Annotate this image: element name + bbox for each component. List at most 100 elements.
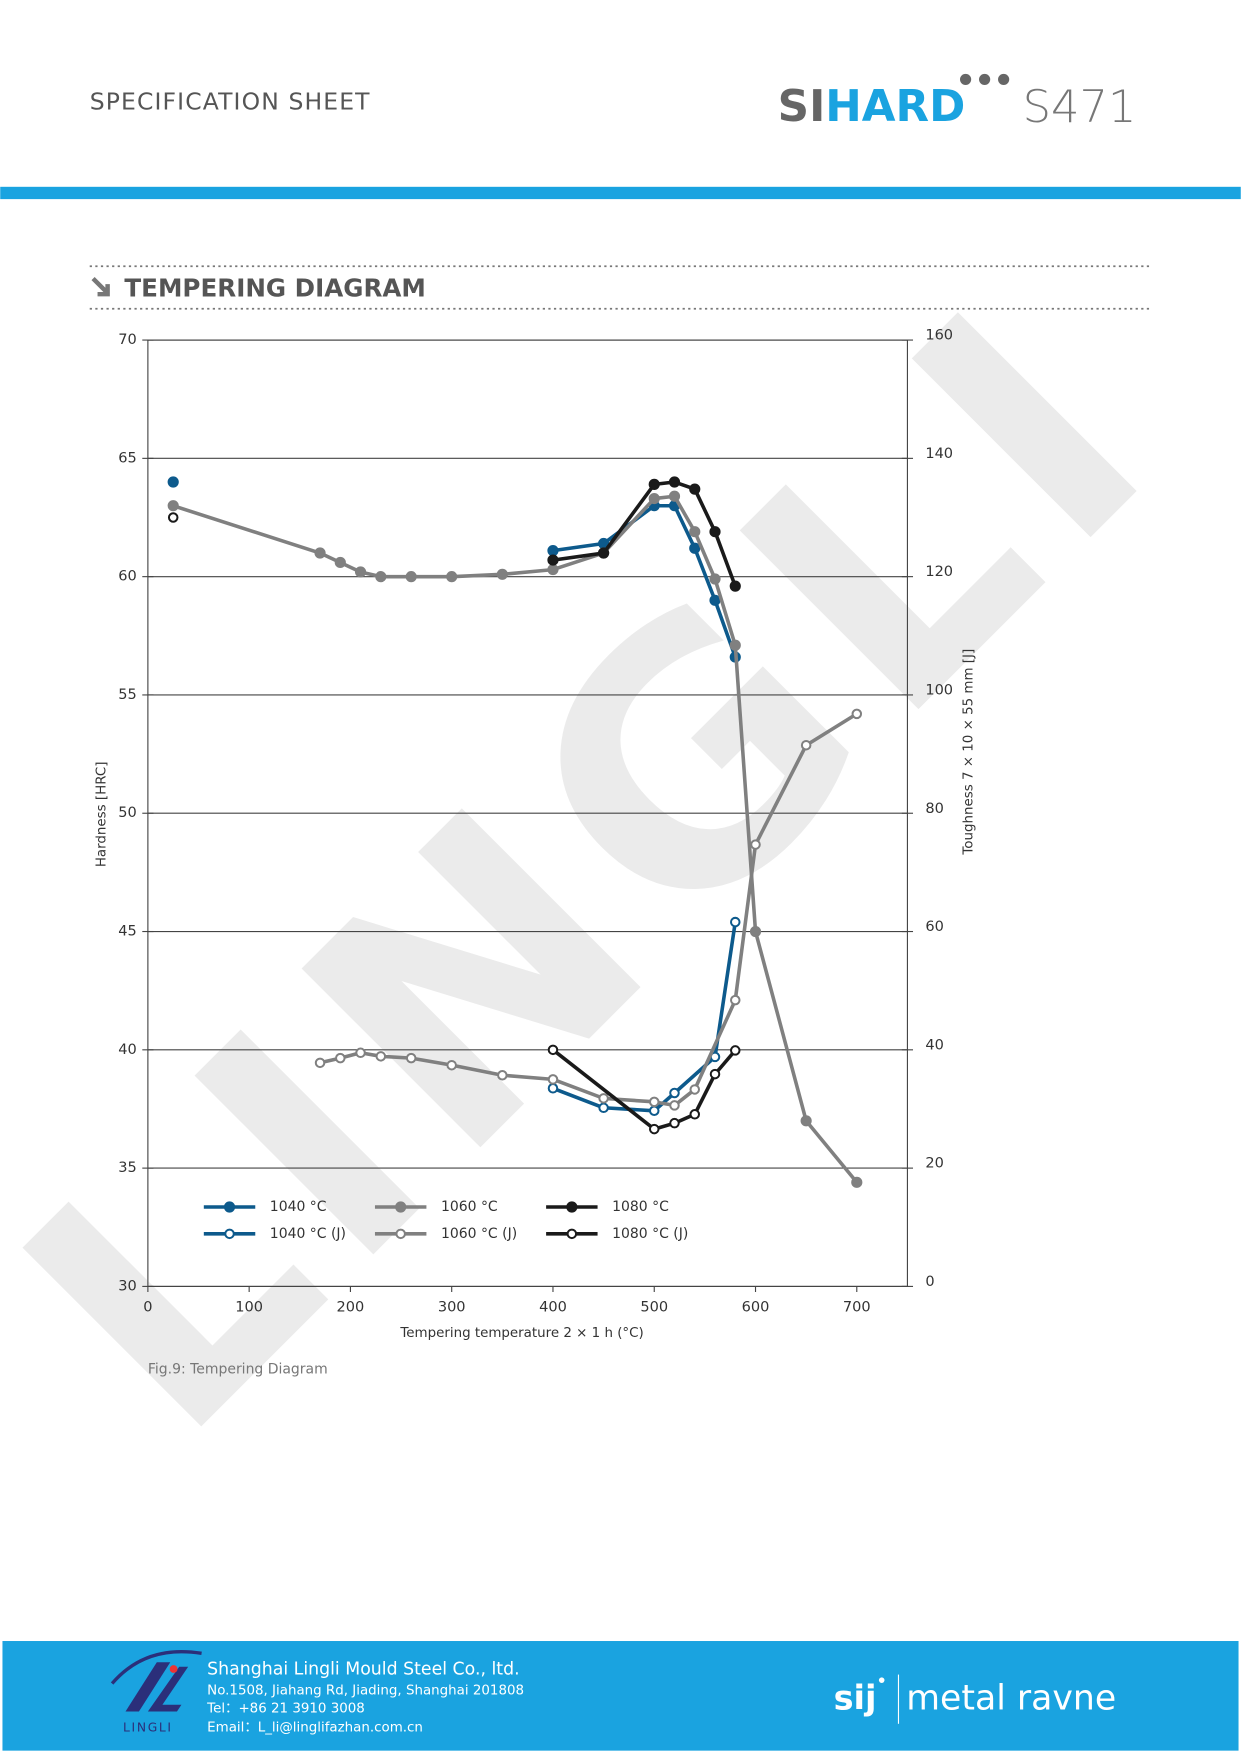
logo-si: SI (778, 82, 826, 132)
footer-logo (110, 1649, 202, 1712)
point (375, 571, 387, 583)
point (547, 563, 559, 576)
point (648, 478, 660, 490)
point (375, 1051, 387, 1062)
point (689, 526, 701, 538)
brand-name: metal ravne (906, 1678, 1116, 1718)
point (669, 1087, 680, 1099)
x-tick-label: 0 (143, 1300, 152, 1316)
point (167, 512, 179, 523)
point (669, 1100, 680, 1111)
plot-frame (147, 339, 908, 1287)
point (750, 839, 761, 850)
point (334, 556, 346, 569)
x-tick-label: 100 (235, 1300, 263, 1316)
point (668, 490, 681, 502)
point (335, 1052, 346, 1064)
legend-label: 1040 °C (270, 1199, 327, 1215)
company-name: Shanghai Lingli Mould Steel Co., ltd. (207, 1660, 519, 1680)
point (689, 1109, 701, 1120)
y2-tick-label: 140 (925, 446, 953, 462)
y-tick-label: 55 (118, 687, 137, 703)
logo-dots (960, 73, 1010, 86)
point (800, 739, 812, 751)
point (598, 547, 610, 559)
point (446, 571, 458, 583)
point (689, 1084, 701, 1095)
point (668, 476, 681, 488)
y-tick-label: 60 (118, 569, 137, 585)
point (709, 573, 721, 585)
point (730, 916, 741, 928)
point (730, 1045, 741, 1056)
y-tick-label: 70 (118, 332, 137, 348)
point (496, 568, 508, 580)
y-tick-label: 45 (118, 924, 137, 940)
footer-bar (2, 1641, 1239, 1751)
y2-tick-label: 0 (925, 1274, 934, 1290)
legend-marker (223, 1201, 236, 1213)
header-bar (0, 186, 1241, 200)
legend-label: 1060 °C (441, 1199, 498, 1215)
point (547, 1074, 559, 1085)
point (167, 476, 179, 488)
y2-tick-label: 20 (925, 1156, 944, 1172)
grade: S471 (1023, 80, 1137, 133)
point (730, 994, 741, 1006)
legend-label: 1080 °C (612, 1199, 669, 1215)
point (497, 1070, 508, 1081)
point (648, 492, 660, 505)
legend-marker (395, 1201, 407, 1213)
y2-tick-label: 40 (925, 1037, 944, 1053)
company-email: Email：L_li@linglifazhan.com.cn (207, 1721, 423, 1736)
point (648, 1123, 660, 1135)
chart: 3035404550556065700204060801001201401600… (94, 328, 976, 1341)
point (729, 580, 741, 592)
caption: Fig.9: Tempering Diagram (148, 1362, 328, 1378)
legend-marker (395, 1228, 406, 1240)
logo-hard: HARD (825, 82, 965, 132)
section-title: TEMPERING DIAGRAM (124, 273, 426, 302)
x-tick-label: 400 (539, 1300, 567, 1316)
point (851, 1176, 863, 1188)
series-line (319, 712, 858, 1108)
x-tick-label: 700 (843, 1300, 871, 1316)
x-axis-title: Tempering temperature 2 × 1 h (°C) (399, 1326, 643, 1341)
x-tick-label: 300 (438, 1300, 466, 1316)
point (669, 1117, 680, 1129)
point (749, 925, 762, 938)
point (648, 1105, 660, 1117)
x-tick-label: 600 (742, 1300, 770, 1316)
legend-marker (566, 1228, 578, 1240)
brand-dot (878, 1677, 885, 1683)
point (405, 1052, 417, 1064)
y2-tick-label: 100 (925, 682, 953, 698)
y-tick-label: 65 (118, 450, 137, 466)
point (314, 1057, 326, 1069)
point (547, 1083, 559, 1094)
point (729, 639, 741, 651)
company-address: No.1508, Jiahang Rd, Jiading, Shanghai 2… (207, 1684, 524, 1699)
y-axis-title: Hardness [HRC] (94, 762, 109, 868)
point (547, 554, 559, 566)
point (547, 1044, 559, 1056)
point (355, 1047, 366, 1059)
legend-label: 1060 °C (J) (441, 1226, 517, 1242)
brand-sij: sij (834, 1678, 877, 1717)
section-icon (91, 276, 110, 297)
point (709, 594, 721, 606)
point (851, 708, 863, 720)
y2-tick-label: 60 (925, 919, 944, 935)
header-title: SPECIFICATION SHEET (90, 88, 371, 116)
point (405, 571, 417, 583)
point (800, 1115, 812, 1127)
x-tick-label: 200 (337, 1300, 365, 1316)
point (167, 500, 179, 512)
point (314, 547, 326, 559)
x-tick-label: 500 (640, 1300, 668, 1316)
point (689, 483, 701, 495)
legend-label: 1040 °C (J) (270, 1226, 346, 1242)
legend-marker (224, 1228, 235, 1240)
